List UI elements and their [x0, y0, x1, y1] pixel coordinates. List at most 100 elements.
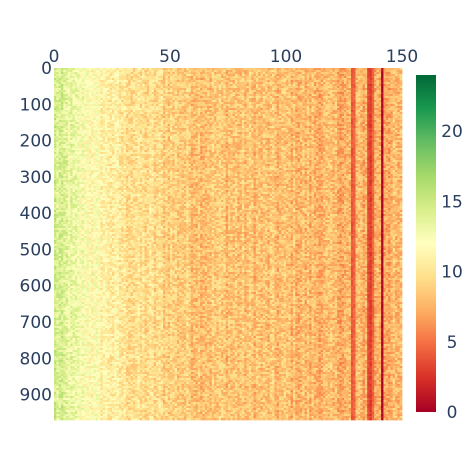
heatmap-cell — [114, 310, 117, 313]
heatmap-cell — [112, 266, 115, 269]
heatmap-cell — [98, 242, 101, 245]
heatmap-cell — [112, 386, 115, 389]
heatmap-cell — [93, 352, 97, 355]
heatmap-cell — [100, 74, 104, 77]
heatmap-cell — [63, 240, 66, 243]
heatmap-cell — [107, 252, 111, 255]
heatmap-cell — [84, 348, 87, 351]
heatmap-cell — [118, 200, 122, 203]
heatmap-cell — [107, 234, 111, 237]
heatmap-cell — [95, 370, 99, 373]
heatmap-cell — [67, 294, 71, 297]
heatmap-cell — [86, 398, 90, 401]
heatmap-cell — [98, 156, 101, 159]
heatmap-cell — [67, 190, 71, 193]
heatmap-cell — [65, 94, 69, 97]
heatmap-cell — [84, 124, 87, 127]
heatmap-cell — [102, 104, 106, 107]
heatmap-cell — [93, 350, 97, 353]
heatmap-cell — [79, 156, 83, 159]
heatmap-cell — [114, 348, 117, 351]
heatmap-cell — [67, 104, 71, 107]
heatmap-cell — [65, 92, 69, 95]
heatmap-cell — [56, 296, 59, 299]
heatmap-cell — [114, 326, 117, 329]
heatmap-cell — [105, 218, 108, 221]
heatmap-cell — [74, 84, 78, 87]
heatmap-cell — [98, 290, 101, 293]
heatmap-cell — [63, 172, 66, 175]
heatmap-cell — [114, 234, 117, 237]
heatmap-cell — [79, 302, 83, 305]
heatmap-cell — [112, 122, 115, 125]
heatmap-cell — [67, 148, 71, 151]
heatmap-cell — [79, 340, 83, 343]
heatmap-cell — [91, 340, 94, 343]
heatmap-cell — [58, 398, 62, 401]
heatmap-cell — [56, 336, 59, 339]
heatmap-cell — [116, 342, 120, 345]
heatmap-cell — [86, 384, 90, 387]
heatmap-cell — [72, 198, 76, 201]
heatmap-cell — [72, 254, 76, 257]
heatmap-cell — [112, 370, 115, 373]
heatmap-cell — [60, 72, 64, 75]
heatmap-cell — [86, 200, 90, 203]
heatmap-cell — [67, 326, 71, 329]
heatmap-cell — [81, 302, 85, 305]
heatmap-cell — [114, 134, 117, 137]
heatmap-cell — [72, 342, 76, 345]
heatmap-cell — [100, 260, 104, 263]
heatmap-cell — [77, 266, 80, 269]
heatmap-cell — [116, 374, 120, 377]
heatmap-cell — [65, 272, 69, 275]
heatmap-cell — [109, 120, 113, 123]
heatmap-cell — [65, 76, 69, 79]
heatmap-cell — [91, 148, 94, 151]
heatmap-cell — [91, 356, 94, 359]
heatmap-cell — [81, 72, 85, 75]
heatmap-cell — [72, 192, 76, 195]
heatmap-cell — [81, 80, 85, 83]
heatmap-cell — [93, 160, 97, 163]
heatmap-cell — [72, 314, 76, 317]
heatmap-cell — [70, 360, 73, 363]
heatmap-cell — [70, 192, 73, 195]
heatmap-cell — [63, 248, 66, 251]
heatmap-cell — [63, 74, 66, 77]
heatmap-cell — [60, 84, 64, 87]
heatmap-cell — [100, 398, 104, 401]
heatmap-cell — [84, 252, 87, 255]
heatmap-cell — [88, 418, 92, 421]
heatmap-cell — [56, 270, 59, 273]
heatmap-cell — [77, 358, 80, 361]
heatmap-cell — [77, 170, 80, 173]
heatmap-cell — [63, 254, 66, 257]
heatmap-cell — [95, 350, 99, 353]
heatmap-cell — [105, 290, 108, 293]
heatmap-cell — [67, 320, 71, 323]
heatmap-cell — [67, 290, 71, 293]
heatmap-cell — [98, 198, 101, 201]
heatmap-cell — [91, 366, 94, 369]
heatmap-cell — [60, 402, 64, 405]
heatmap-cell — [86, 308, 90, 311]
heatmap-cell — [70, 114, 73, 117]
heatmap-cell — [60, 388, 64, 391]
heatmap-cell — [54, 122, 57, 125]
heatmap-cell — [109, 278, 113, 281]
heatmap-cell — [72, 224, 76, 227]
heatmap-cell — [105, 100, 108, 103]
heatmap-cell — [77, 220, 80, 223]
heatmap-cell — [88, 306, 92, 309]
heatmap-cell — [114, 270, 117, 273]
heatmap-cell — [65, 80, 69, 83]
heatmap-cell — [98, 138, 101, 141]
heatmap-cell — [88, 316, 92, 319]
heatmap-cell — [95, 340, 99, 343]
heatmap-cell — [60, 106, 64, 109]
heatmap-cell — [58, 388, 62, 391]
heatmap-cell — [70, 346, 73, 349]
heatmap-cell — [114, 324, 117, 327]
heatmap-cell — [107, 330, 111, 333]
